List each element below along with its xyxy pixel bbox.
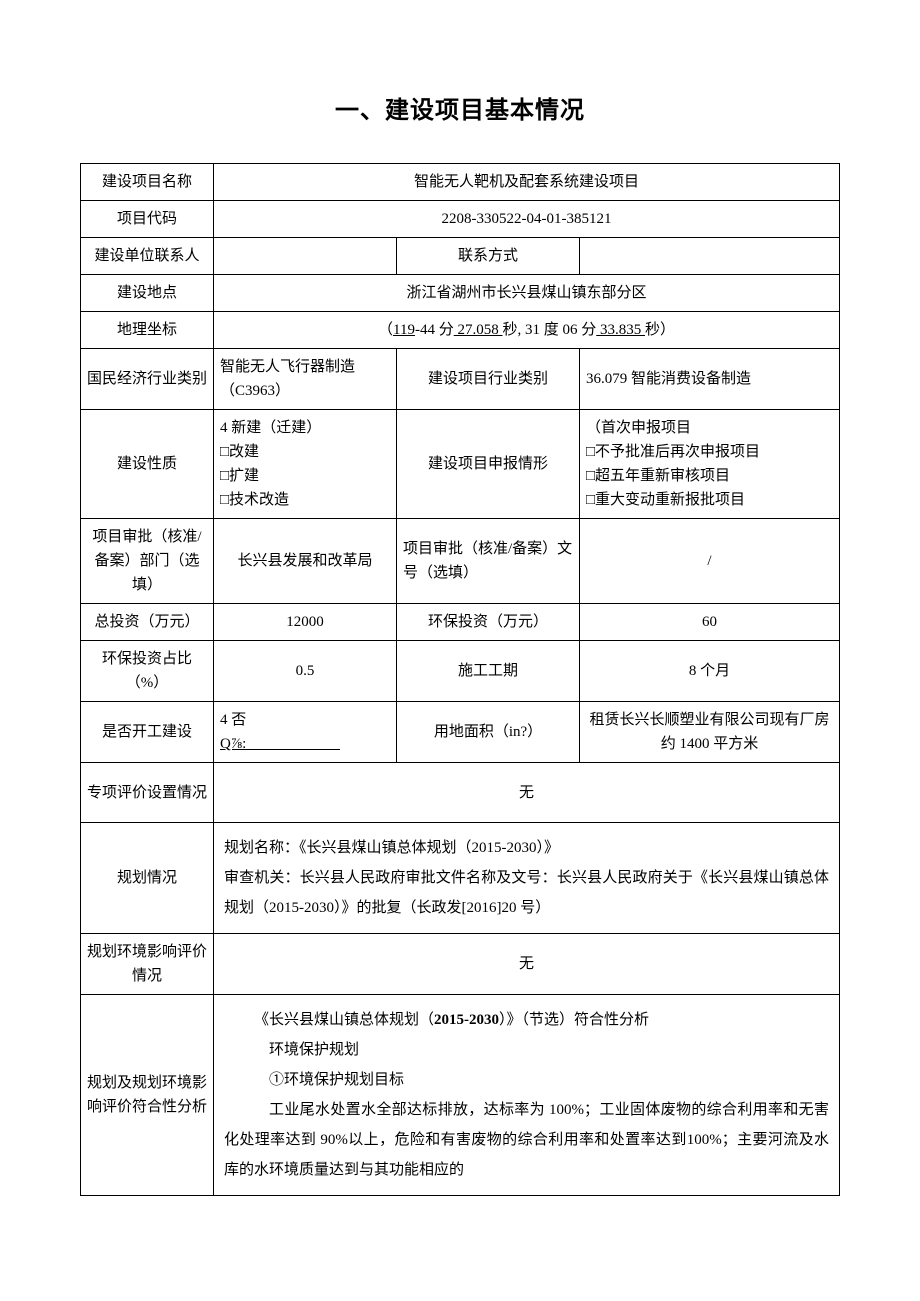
industry-cat-value: 智能无人飞行器制造（C3963） — [214, 349, 397, 410]
declare-opt-first: （首次申报项目 — [586, 420, 691, 436]
location-label: 建设地点 — [81, 275, 214, 312]
land-area-label: 用地面积（in?） — [397, 702, 580, 763]
declare-value: （首次申报项目 □不予批准后再次申报项目 □超五年重新审核项目 □重大变动重新报… — [580, 410, 840, 519]
contact-person-label: 建设单位联系人 — [81, 238, 214, 275]
started-opt-q: Q⅞: — [220, 736, 250, 752]
started-blank — [250, 736, 340, 752]
coords-label: 地理坐标 — [81, 312, 214, 349]
project-name-label: 建设项目名称 — [81, 164, 214, 201]
coords-text: 119 — [393, 322, 415, 338]
special-eval-label: 专项评价设置情况 — [81, 763, 214, 823]
table-row: 项目审批（核准/备案）部门（选填） 长兴县发展和改革局 项目审批（核准/备案）文… — [81, 519, 840, 604]
coords-value: （119-44 分 27.058 秒, 31 度 06 分 33.835 秒） — [214, 312, 840, 349]
contact-method-label: 联系方式 — [397, 238, 580, 275]
compliance-value: 《长兴县煤山镇总体规划（2015-2030）》（节选）符合性分析 环境保护规划 … — [214, 995, 840, 1196]
nature-opt-tech: □技术改造 — [220, 492, 289, 508]
nature-value: 4 新建（迁建） □改建 □扩建 □技术改造 — [214, 410, 397, 519]
project-code-value: 2208-330522-04-01-385121 — [214, 201, 840, 238]
page-title: 一、建设项目基本情况 — [80, 90, 840, 125]
contact-method-value — [580, 238, 840, 275]
coords-text: 27.058 — [454, 322, 503, 338]
table-row: 建设性质 4 新建（迁建） □改建 □扩建 □技术改造 建设项目申报情形 （首次… — [81, 410, 840, 519]
industry-cat-label: 国民经济行业类别 — [81, 349, 214, 410]
coords-text: （ — [378, 322, 393, 338]
table-row: 规划环境影响评价情况 无 — [81, 934, 840, 995]
declare-opt-major-change: □重大变动重新报批项目 — [586, 492, 745, 508]
started-label: 是否开工建设 — [81, 702, 214, 763]
comp-line: 工业尾水处置水全部达标排放，达标率为 100%；工业固体废物的综合利用率和无害化… — [224, 1095, 829, 1185]
started-opt-no: 4 否 — [220, 712, 246, 728]
table-row: 专项评价设置情况 无 — [81, 763, 840, 823]
env-invest-label: 环保投资（万元） — [397, 604, 580, 641]
approve-dept-label: 项目审批（核准/备案）部门（选填） — [81, 519, 214, 604]
plan-name-text: 规划名称：《长兴县煤山镇总体规划（2015-2030）》 — [224, 840, 559, 856]
table-row: 是否开工建设 4 否 Q⅞: 用地面积（in?） 租赁长兴长顺塑业有限公司现有厂… — [81, 702, 840, 763]
table-row: 建设地点 浙江省湖州市长兴县煤山镇东部分区 — [81, 275, 840, 312]
table-row: 建设项目名称 智能无人靶机及配套系统建设项目 — [81, 164, 840, 201]
env-ratio-value: 0.5 — [214, 641, 397, 702]
env-ratio-label: 环保投资占比（%） — [81, 641, 214, 702]
approve-no-value: / — [580, 519, 840, 604]
project-info-table: 建设项目名称 智能无人靶机及配套系统建设项目 项目代码 2208-330522-… — [80, 163, 840, 1196]
nature-opt-rebuild: □改建 — [220, 444, 259, 460]
env-invest-value: 60 — [580, 604, 840, 641]
plan-label: 规划情况 — [81, 823, 214, 934]
contact-person-value — [214, 238, 397, 275]
total-invest-value: 12000 — [214, 604, 397, 641]
comp-line: 环境保护规划 — [224, 1035, 829, 1065]
table-row: 项目代码 2208-330522-04-01-385121 — [81, 201, 840, 238]
approve-no-label: 项目审批（核准/备案）文号（选填） — [397, 519, 580, 604]
project-industry-label: 建设项目行业类别 — [397, 349, 580, 410]
plan-review-text: 审查机关：长兴县人民政府审批文件名称及文号：长兴县人民政府关于《长兴县煤山镇总体… — [224, 870, 829, 916]
approve-dept-value: 长兴县发展和改革局 — [214, 519, 397, 604]
nature-label: 建设性质 — [81, 410, 214, 519]
table-row: 规划情况 规划名称：《长兴县煤山镇总体规划（2015-2030）》 审查机关：长… — [81, 823, 840, 934]
table-row: 国民经济行业类别 智能无人飞行器制造（C3963） 建设项目行业类别 36.07… — [81, 349, 840, 410]
project-industry-value: 36.079 智能消费设备制造 — [580, 349, 840, 410]
comp-text: 《长兴县煤山镇总体规划（ — [254, 1012, 434, 1028]
duration-label: 施工工期 — [397, 641, 580, 702]
nature-opt-new: 4 新建（迁建） — [220, 420, 321, 436]
duration-value: 8 个月 — [580, 641, 840, 702]
coords-text: -44 分 — [415, 322, 454, 338]
table-row: 地理坐标 （119-44 分 27.058 秒, 31 度 06 分 33.83… — [81, 312, 840, 349]
location-value: 浙江省湖州市长兴县煤山镇东部分区 — [214, 275, 840, 312]
nature-opt-expand: □扩建 — [220, 468, 259, 484]
project-code-label: 项目代码 — [81, 201, 214, 238]
declare-opt-five-year: □超五年重新审核项目 — [586, 468, 730, 484]
coords-text: 33.835 — [596, 322, 645, 338]
plan-env-label: 规划环境影响评价情况 — [81, 934, 214, 995]
table-row: 规划及规划环境影响评价符合性分析 《长兴县煤山镇总体规划（2015-2030）》… — [81, 995, 840, 1196]
project-name-value: 智能无人靶机及配套系统建设项目 — [214, 164, 840, 201]
comp-line: 《长兴县煤山镇总体规划（2015-2030）》（节选）符合性分析 — [224, 1005, 829, 1035]
declare-label: 建设项目申报情形 — [397, 410, 580, 519]
compliance-label: 规划及规划环境影响评价符合性分析 — [81, 995, 214, 1196]
total-invest-label: 总投资（万元） — [81, 604, 214, 641]
table-row: 建设单位联系人 联系方式 — [81, 238, 840, 275]
started-value: 4 否 Q⅞: — [214, 702, 397, 763]
special-eval-value: 无 — [214, 763, 840, 823]
comp-line: ①环境保护规划目标 — [224, 1065, 829, 1095]
coords-text: 秒, 31 度 06 分 — [502, 322, 596, 338]
comp-bold: 2015-2030 — [434, 1012, 499, 1028]
table-row: 环保投资占比（%） 0.5 施工工期 8 个月 — [81, 641, 840, 702]
declare-opt-reapply: □不予批准后再次申报项目 — [586, 444, 760, 460]
land-area-value: 租赁长兴长顺塑业有限公司现有厂房约 1400 平方米 — [580, 702, 840, 763]
coords-text: 秒） — [645, 322, 675, 338]
table-row: 总投资（万元） 12000 环保投资（万元） 60 — [81, 604, 840, 641]
plan-value: 规划名称：《长兴县煤山镇总体规划（2015-2030）》 审查机关：长兴县人民政… — [214, 823, 840, 934]
plan-env-value: 无 — [214, 934, 840, 995]
comp-text: ）》（节选）符合性分析 — [499, 1012, 649, 1028]
